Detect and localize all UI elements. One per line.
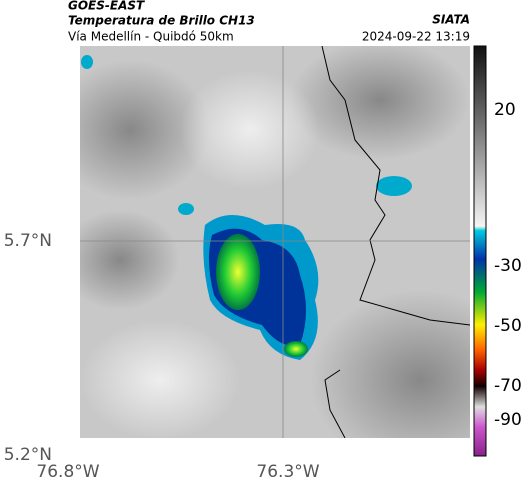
subtitle: Vía Medellín - Quibdó 50km <box>68 30 234 44</box>
colorbar-label: 20 <box>494 100 516 120</box>
colorbar-label: -50 <box>494 316 522 336</box>
lon-label: 76.3°W <box>256 462 319 482</box>
lat-label: 5.7°N <box>4 231 52 251</box>
lat-label: 5.2°N <box>4 445 52 465</box>
source: GOES-EAST <box>68 0 145 13</box>
colorbar-label: -30 <box>494 256 522 276</box>
title: Temperatura de Brillo CH13 <box>68 14 255 28</box>
colorbar-label: -70 <box>494 376 522 396</box>
satellite-image <box>80 46 470 438</box>
timestamp: 2024-09-22 13:19 <box>362 30 470 44</box>
brand: SIATA <box>432 13 470 27</box>
colorbar-label: -90 <box>494 410 522 430</box>
colorbar <box>473 45 487 457</box>
lon-label: 76.8°W <box>36 462 99 482</box>
